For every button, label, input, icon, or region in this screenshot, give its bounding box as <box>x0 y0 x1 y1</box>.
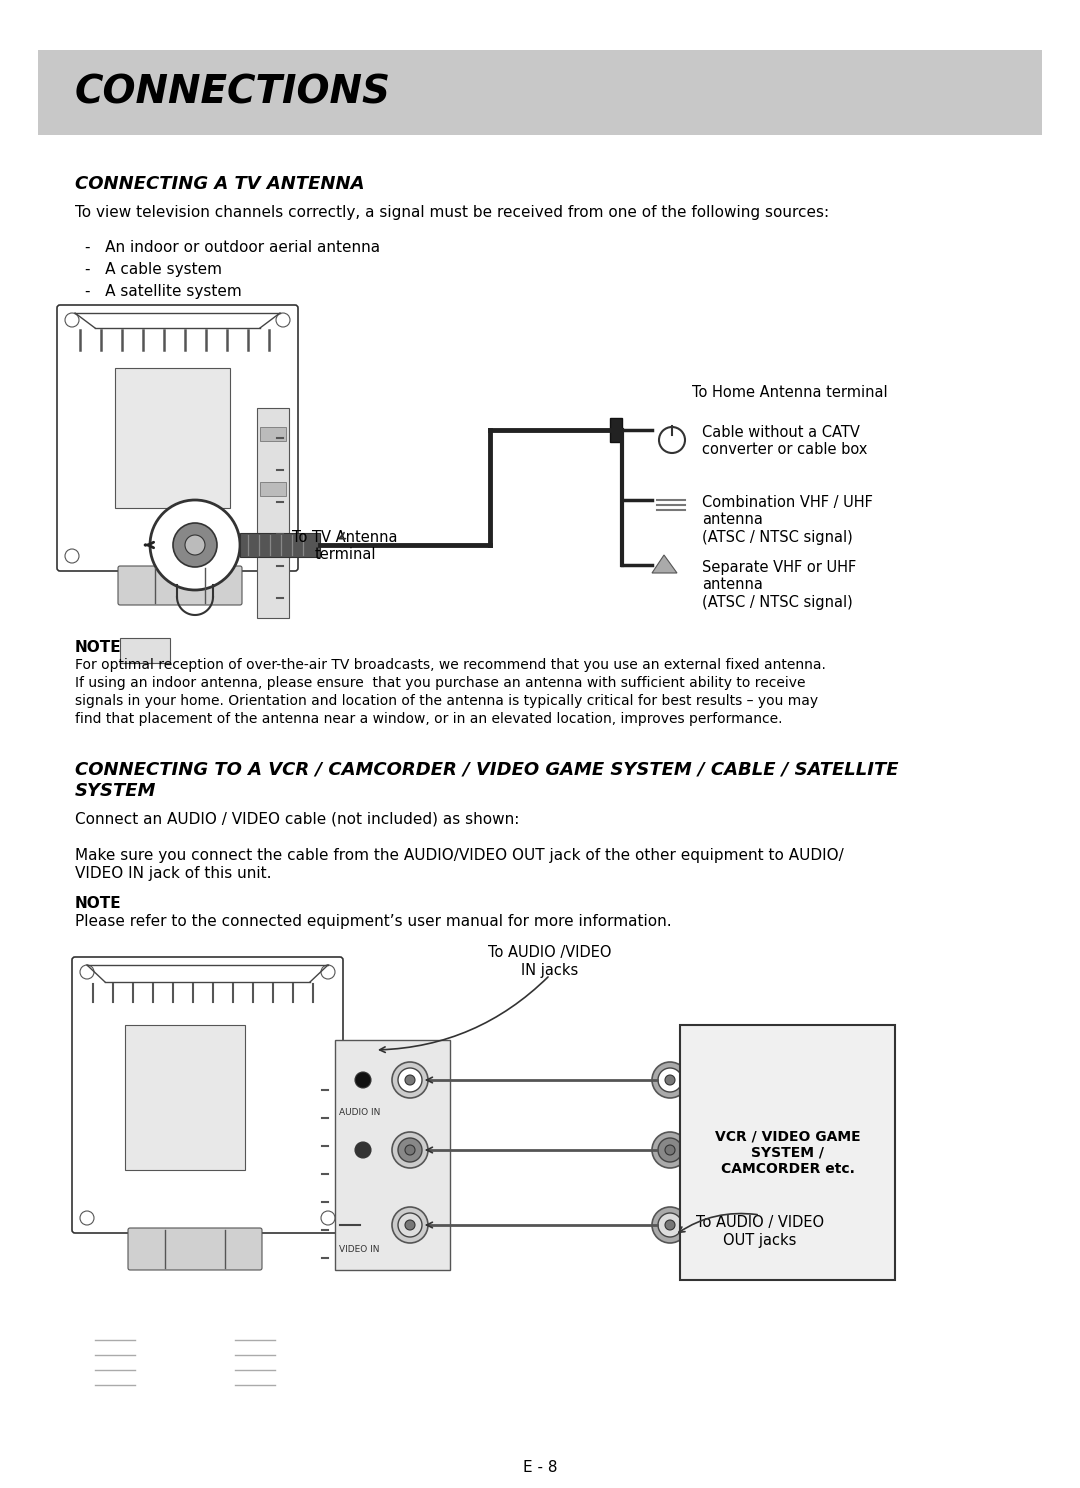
Circle shape <box>392 1207 428 1242</box>
Circle shape <box>276 312 291 327</box>
Circle shape <box>658 1213 681 1237</box>
FancyBboxPatch shape <box>240 533 320 557</box>
Text: AUDIO IN: AUDIO IN <box>339 1109 380 1117</box>
Circle shape <box>405 1074 415 1085</box>
Text: For optimal reception of over-the-air TV broadcasts, we recommend that you use a: For optimal reception of over-the-air TV… <box>75 658 826 673</box>
Circle shape <box>65 312 79 327</box>
Circle shape <box>659 427 685 452</box>
Text: VIDEO IN jack of this unit.: VIDEO IN jack of this unit. <box>75 866 271 881</box>
FancyBboxPatch shape <box>257 408 289 618</box>
Text: -   An indoor or outdoor aerial antenna: - An indoor or outdoor aerial antenna <box>85 240 380 254</box>
Text: -   A satellite system: - A satellite system <box>85 284 242 299</box>
Circle shape <box>150 500 240 591</box>
Text: CONNECTING A TV ANTENNA: CONNECTING A TV ANTENNA <box>75 176 365 193</box>
Circle shape <box>392 1132 428 1168</box>
Text: VIDEO IN: VIDEO IN <box>339 1245 379 1254</box>
Circle shape <box>399 1138 422 1162</box>
Circle shape <box>652 1132 688 1168</box>
Text: To view television channels correctly, a signal must be received from one of the: To view television channels correctly, a… <box>75 205 829 220</box>
Text: To AUDIO /VIDEO: To AUDIO /VIDEO <box>488 945 611 960</box>
Circle shape <box>355 1071 372 1088</box>
Circle shape <box>652 1062 688 1098</box>
Circle shape <box>321 1211 335 1225</box>
Circle shape <box>80 966 94 979</box>
FancyBboxPatch shape <box>120 638 170 664</box>
Circle shape <box>399 1068 422 1092</box>
Circle shape <box>665 1074 675 1085</box>
Circle shape <box>185 536 205 555</box>
FancyBboxPatch shape <box>610 418 622 442</box>
Text: CONNECTIONS: CONNECTIONS <box>75 73 391 112</box>
Circle shape <box>652 1207 688 1242</box>
Circle shape <box>173 522 217 567</box>
Text: NOTE: NOTE <box>75 896 122 911</box>
Text: VCR / VIDEO GAME
SYSTEM /
CAMCORDER etc.: VCR / VIDEO GAME SYSTEM / CAMCORDER etc. <box>715 1129 861 1176</box>
Text: -   A cable system: - A cable system <box>85 262 222 277</box>
Text: To Home Antenna terminal: To Home Antenna terminal <box>692 385 888 400</box>
Polygon shape <box>652 555 677 573</box>
Circle shape <box>405 1144 415 1155</box>
Text: Please refer to the connected equipment’s user manual for more information.: Please refer to the connected equipment’… <box>75 914 672 929</box>
Circle shape <box>665 1144 675 1155</box>
Circle shape <box>658 1138 681 1162</box>
Text: NOTE: NOTE <box>75 640 122 655</box>
Text: signals in your home. Orientation and location of the antenna is typically criti: signals in your home. Orientation and lo… <box>75 693 819 708</box>
FancyBboxPatch shape <box>125 1025 245 1170</box>
Text: IN jacks: IN jacks <box>522 963 579 978</box>
Circle shape <box>321 966 335 979</box>
Circle shape <box>392 1062 428 1098</box>
FancyBboxPatch shape <box>114 368 230 507</box>
FancyBboxPatch shape <box>57 305 298 571</box>
FancyBboxPatch shape <box>38 51 1042 135</box>
FancyBboxPatch shape <box>680 1025 895 1280</box>
Text: If using an indoor antenna, please ensure  that you purchase an antenna with suf: If using an indoor antenna, please ensur… <box>75 676 806 690</box>
Text: CONNECTING TO A VCR / CAMCORDER / VIDEO GAME SYSTEM / CABLE / SATELLITE: CONNECTING TO A VCR / CAMCORDER / VIDEO … <box>75 760 899 778</box>
Text: SYSTEM: SYSTEM <box>75 783 157 801</box>
Circle shape <box>355 1141 372 1158</box>
Text: OUT jacks: OUT jacks <box>724 1234 797 1248</box>
FancyBboxPatch shape <box>260 427 286 440</box>
Circle shape <box>665 1220 675 1231</box>
Circle shape <box>399 1213 422 1237</box>
FancyBboxPatch shape <box>129 1228 262 1269</box>
Text: To TV Antenna
terminal: To TV Antenna terminal <box>293 530 397 562</box>
Circle shape <box>658 1068 681 1092</box>
FancyBboxPatch shape <box>72 957 343 1234</box>
Text: To AUDIO / VIDEO: To AUDIO / VIDEO <box>696 1216 824 1231</box>
Circle shape <box>80 1211 94 1225</box>
Text: Connect an AUDIO / VIDEO cable (not included) as shown:: Connect an AUDIO / VIDEO cable (not incl… <box>75 812 519 827</box>
Text: Separate VHF or UHF
antenna
(ATSC / NTSC signal): Separate VHF or UHF antenna (ATSC / NTSC… <box>702 559 856 610</box>
Circle shape <box>65 549 79 562</box>
FancyBboxPatch shape <box>260 537 286 551</box>
Text: Make sure you connect the cable from the AUDIO/VIDEO OUT jack of the other equip: Make sure you connect the cable from the… <box>75 848 843 863</box>
Text: Combination VHF / UHF
antenna
(ATSC / NTSC signal): Combination VHF / UHF antenna (ATSC / NT… <box>702 496 873 545</box>
Text: find that placement of the antenna near a window, or in an elevated location, im: find that placement of the antenna near … <box>75 711 783 726</box>
Circle shape <box>276 549 291 562</box>
Text: E - 8: E - 8 <box>523 1460 557 1475</box>
Text: Cable without a CATV
converter or cable box: Cable without a CATV converter or cable … <box>702 426 867 457</box>
FancyBboxPatch shape <box>335 1040 450 1269</box>
Circle shape <box>405 1220 415 1231</box>
FancyBboxPatch shape <box>260 482 286 496</box>
FancyBboxPatch shape <box>118 565 242 606</box>
